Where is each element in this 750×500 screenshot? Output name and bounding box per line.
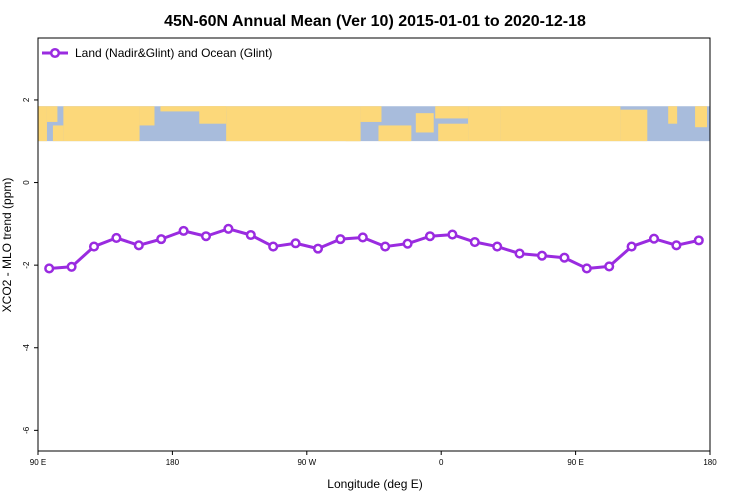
legend-swatch-marker xyxy=(49,47,61,59)
land-patch xyxy=(226,106,361,142)
land-patch xyxy=(468,106,501,142)
x-tick-label: 90 E xyxy=(30,458,46,467)
data-point xyxy=(88,241,100,252)
y-axis-title: XCO2 - MLO trend (ppm) xyxy=(0,178,14,313)
data-point xyxy=(514,248,525,259)
map-band xyxy=(38,106,710,142)
y-tick-label: 2 xyxy=(22,97,31,102)
land-patch xyxy=(360,106,382,122)
x-tick-label: 0 xyxy=(439,458,444,467)
data-point xyxy=(133,240,144,251)
data-point xyxy=(178,225,189,236)
data-point xyxy=(402,238,413,249)
data-point xyxy=(290,238,301,249)
land-patch xyxy=(38,106,47,142)
y-tick-label: -6 xyxy=(22,426,31,434)
x-axis: 90 E 180 90 W 0 90 E 180 xyxy=(30,451,717,467)
data-point xyxy=(312,243,324,254)
y-tick-label: -2 xyxy=(22,261,31,269)
chart-title: 45N-60N Annual Mean (Ver 10) 2015-01-01 … xyxy=(164,13,586,30)
land-patch xyxy=(52,125,64,142)
land-patch xyxy=(139,106,155,126)
x-tick-label: 180 xyxy=(166,458,180,467)
land-patch xyxy=(668,106,678,124)
legend-label: Land (Nadir&Glint) and Ocean (Glint) xyxy=(75,46,272,60)
data-point xyxy=(245,229,256,241)
land-patch xyxy=(46,106,58,122)
land-patch xyxy=(500,106,621,142)
map-land xyxy=(38,106,708,142)
land-patch xyxy=(620,109,648,142)
x-tick-label: 180 xyxy=(703,458,717,467)
data-point xyxy=(626,241,637,252)
data-point xyxy=(111,232,122,243)
x-tick-label: 90 E xyxy=(567,458,583,467)
y-tick-label: -4 xyxy=(22,344,31,352)
x-tick-label: 90 W xyxy=(297,458,316,467)
data-point xyxy=(492,241,503,252)
data-point xyxy=(447,229,458,240)
data-point xyxy=(156,234,167,245)
data-point xyxy=(604,261,615,272)
data-point xyxy=(223,223,234,234)
data-point xyxy=(648,233,660,244)
land-patch xyxy=(378,125,412,142)
data-point xyxy=(66,261,77,272)
data-point xyxy=(357,232,368,243)
data-point xyxy=(469,236,480,248)
x-axis-title: Longitude (deg E) xyxy=(327,477,422,491)
land-patch xyxy=(415,113,434,133)
land-patch xyxy=(63,106,140,142)
y-axis: 2 0 -2 -4 -6 xyxy=(22,97,38,434)
data-point xyxy=(671,240,682,251)
data-point xyxy=(536,250,548,261)
land-patch xyxy=(435,106,469,119)
data-point xyxy=(200,231,212,242)
land-patch xyxy=(695,106,708,128)
land-patch xyxy=(199,106,227,124)
plot-frame xyxy=(37,37,711,452)
data-point xyxy=(335,234,346,245)
data-point xyxy=(424,231,436,242)
data-point xyxy=(693,235,704,246)
land-patch xyxy=(438,123,469,142)
land-patch xyxy=(160,106,227,112)
data-point xyxy=(581,263,592,274)
land-patch xyxy=(345,127,361,142)
data-point xyxy=(44,263,55,274)
series-group xyxy=(44,223,704,274)
series-line xyxy=(49,227,700,270)
data-point xyxy=(268,241,279,252)
data-point xyxy=(559,252,570,263)
data-point xyxy=(380,241,391,252)
legend: Land (Nadir&Glint) and Ocean (Glint) xyxy=(42,46,272,60)
y-tick-label: 0 xyxy=(22,180,31,185)
